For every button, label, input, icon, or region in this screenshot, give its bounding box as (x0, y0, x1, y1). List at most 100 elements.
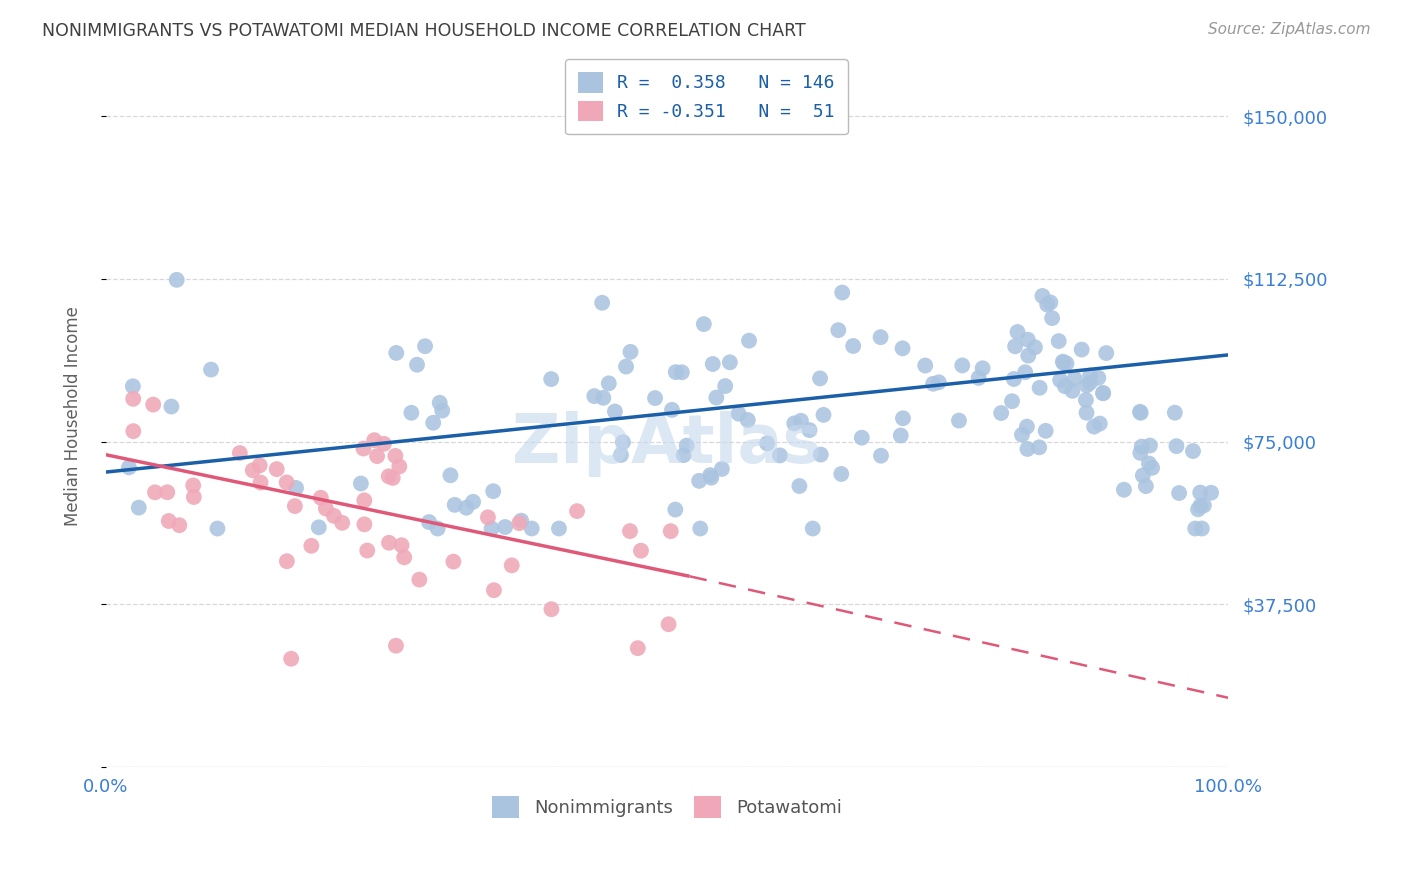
Point (128, 500, 150, 515)
Point (661, 402, 683, 417)
Point (1074, 392, 1097, 407)
Point (441, 555, 464, 569)
Point (118, 460, 141, 475)
Point (1076, 406, 1098, 420)
Point (477, 510, 499, 524)
Point (309, 491, 332, 505)
Point (1135, 479, 1157, 493)
Point (422, 416, 444, 430)
Point (783, 417, 806, 431)
Point (330, 516, 353, 530)
Point (799, 423, 821, 437)
Point (207, 522, 229, 536)
Point (1192, 499, 1215, 513)
Point (1052, 356, 1074, 370)
Point (769, 449, 792, 463)
Point (229, 446, 252, 460)
Point (808, 371, 831, 385)
Point (612, 435, 634, 450)
Point (869, 330, 891, 344)
Point (950, 359, 973, 373)
Point (972, 361, 994, 376)
Point (790, 414, 813, 428)
Point (1130, 440, 1153, 454)
Point (1017, 349, 1039, 363)
Point (928, 376, 950, 390)
Point (443, 498, 465, 512)
Point (1140, 460, 1163, 475)
Point (714, 379, 737, 393)
Point (160, 400, 183, 414)
Point (1191, 522, 1213, 536)
Point (1189, 485, 1212, 500)
Point (738, 334, 761, 348)
Point (1007, 325, 1029, 339)
Point (830, 467, 852, 481)
Point (1189, 499, 1212, 513)
Point (890, 428, 912, 442)
Legend: Nonimmigrants, Potawatomi: Nonimmigrants, Potawatomi (485, 789, 849, 825)
Point (891, 342, 914, 356)
Point (1011, 427, 1033, 442)
Point (143, 485, 166, 500)
Point (356, 543, 378, 558)
Point (1078, 376, 1101, 390)
Point (315, 501, 337, 516)
Point (157, 514, 180, 528)
Point (366, 449, 388, 463)
Point (520, 522, 543, 536)
Point (922, 376, 945, 391)
Point (603, 404, 626, 418)
Point (851, 431, 873, 445)
Point (1056, 356, 1078, 370)
Point (1017, 442, 1039, 456)
Point (689, 522, 711, 536)
Point (1164, 406, 1187, 420)
Point (591, 295, 613, 310)
Point (501, 558, 523, 573)
Point (1092, 386, 1115, 401)
Point (914, 359, 936, 373)
Point (1063, 372, 1085, 386)
Point (510, 514, 533, 528)
Point (1015, 419, 1038, 434)
Point (693, 317, 716, 331)
Point (842, 339, 865, 353)
Point (1168, 486, 1191, 500)
Point (1053, 379, 1076, 393)
Point (831, 285, 853, 300)
Point (249, 458, 271, 473)
Point (659, 524, 682, 538)
Point (1031, 289, 1053, 303)
Point (439, 468, 461, 483)
Point (280, 651, 302, 665)
Point (418, 515, 440, 529)
Point (388, 459, 411, 474)
Point (1035, 424, 1057, 438)
Point (373, 436, 395, 450)
Point (948, 414, 970, 428)
Point (1028, 440, 1050, 454)
Point (384, 449, 406, 463)
Point (671, 365, 693, 379)
Point (1137, 457, 1160, 471)
Point (688, 474, 710, 488)
Point (122, 424, 145, 438)
Point (1087, 371, 1109, 385)
Point (408, 573, 430, 587)
Point (1014, 365, 1036, 379)
Point (1187, 502, 1209, 516)
Point (166, 273, 188, 287)
Y-axis label: Median Household Income: Median Household Income (65, 306, 82, 525)
Point (756, 436, 779, 450)
Point (121, 379, 143, 393)
Point (540, 372, 562, 386)
Point (353, 493, 375, 508)
Point (1184, 522, 1206, 536)
Point (630, 543, 652, 558)
Point (323, 508, 346, 523)
Point (494, 520, 516, 534)
Point (813, 408, 835, 422)
Point (1070, 343, 1092, 357)
Point (181, 478, 204, 492)
